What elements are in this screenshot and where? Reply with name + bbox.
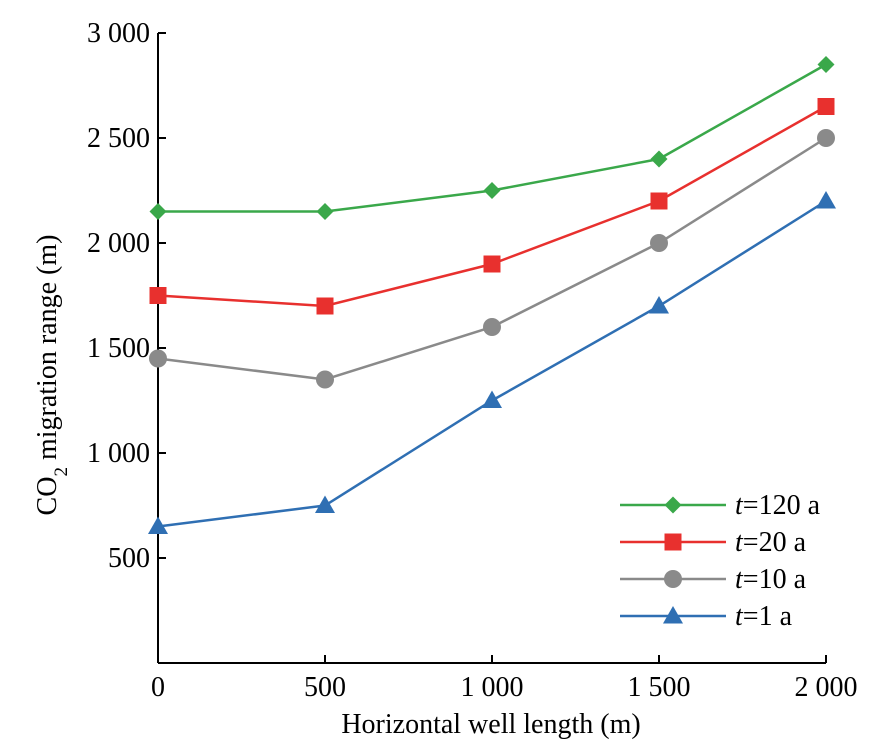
data-point-marker bbox=[149, 349, 167, 368]
data-point-marker bbox=[482, 390, 502, 408]
legend-label: t=20 a bbox=[735, 527, 807, 558]
legend-marker bbox=[663, 606, 683, 624]
legend-label-value: =1 a bbox=[743, 601, 793, 632]
data-point-marker bbox=[816, 191, 836, 209]
legend-label-value: =120 a bbox=[743, 490, 821, 521]
legend-label-variable: t bbox=[735, 527, 744, 558]
data-point-marker bbox=[149, 203, 167, 220]
y-tick-label: 1 000 bbox=[87, 438, 150, 469]
x-tick-label: 1 500 bbox=[628, 672, 691, 703]
data-point-marker bbox=[650, 150, 668, 168]
x-tick-label: 500 bbox=[304, 672, 346, 703]
legend-marker bbox=[664, 533, 682, 551]
legend-label: t=10 a bbox=[735, 564, 807, 595]
legend-marker bbox=[664, 570, 682, 588]
series-line bbox=[157, 105, 827, 308]
y-tick-label: 2 000 bbox=[87, 228, 150, 259]
axes: 500 1 000 1 500 2 000 2 500 3 000 0 500 1 000 1 5… bbox=[87, 18, 858, 703]
data-point-marker bbox=[650, 234, 668, 252]
legend-label-variable: t bbox=[735, 564, 744, 595]
data-point-marker bbox=[483, 318, 501, 336]
data-point-marker bbox=[149, 287, 167, 304]
legend-label-variable: t bbox=[735, 490, 744, 521]
y-axis-title-subscript: 2 bbox=[51, 467, 72, 477]
series-layer bbox=[148, 56, 836, 534]
data-point-marker bbox=[817, 56, 835, 73]
x-tick-label: 2 000 bbox=[795, 672, 858, 703]
y-tick-label: 1 500 bbox=[87, 333, 150, 364]
data-point-marker bbox=[649, 296, 669, 314]
legend-label: t=120 a bbox=[735, 490, 821, 521]
y-axis-title: CO2 migration range (m) bbox=[32, 235, 72, 516]
x-tick-label: 0 bbox=[151, 672, 165, 703]
y-tick-label: 2 500 bbox=[87, 123, 150, 154]
y-tick-label: 500 bbox=[108, 543, 150, 574]
data-point-marker bbox=[315, 495, 335, 513]
x-tick-label: 1 000 bbox=[461, 672, 524, 703]
series-line bbox=[157, 199, 827, 528]
y-axis-title-rest: migration range (m) bbox=[32, 235, 63, 467]
legend-label-value: =10 a bbox=[743, 564, 807, 595]
legend-label: t=1 a bbox=[735, 601, 793, 632]
data-point-marker bbox=[483, 182, 501, 199]
data-point-marker bbox=[817, 98, 835, 115]
data-point-marker bbox=[316, 203, 334, 220]
legend-label-value: =20 a bbox=[743, 527, 807, 558]
legend-marker bbox=[664, 496, 682, 514]
data-point-marker bbox=[148, 516, 168, 534]
data-point-marker bbox=[483, 255, 501, 273]
x-axis-title: Horizontal well length (m) bbox=[341, 709, 640, 740]
y-tick-label: 3 000 bbox=[87, 18, 150, 49]
legend-label-variable: t bbox=[735, 601, 744, 632]
legend: t=120 at=20 at=10 at=1 a bbox=[620, 490, 821, 632]
data-point-marker bbox=[316, 297, 334, 315]
data-point-marker bbox=[817, 129, 835, 147]
data-point-marker bbox=[316, 370, 334, 389]
y-axis-title-main: CO bbox=[32, 477, 63, 516]
data-point-marker bbox=[650, 192, 668, 210]
